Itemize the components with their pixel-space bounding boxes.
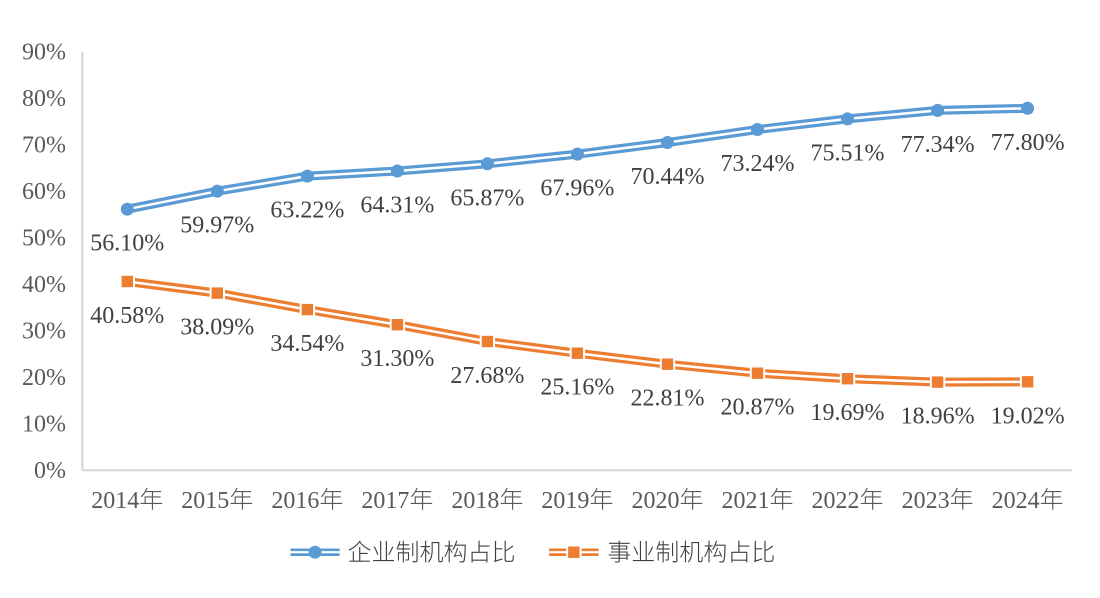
svg-text:2015: 2015: [181, 488, 229, 514]
svg-text:56.10%: 56.10%: [90, 231, 164, 257]
svg-text:73.24%: 73.24%: [721, 151, 795, 177]
svg-text:30%: 30%: [22, 319, 66, 345]
svg-text:2017: 2017: [361, 488, 409, 514]
svg-text:65.87%: 65.87%: [450, 185, 524, 211]
svg-text:38.09%: 38.09%: [180, 315, 254, 341]
svg-text:34.54%: 34.54%: [270, 331, 344, 357]
svg-text:63.22%: 63.22%: [270, 198, 344, 224]
svg-text:90%: 90%: [22, 39, 66, 65]
svg-text:25.16%: 25.16%: [540, 375, 614, 401]
svg-text:2023: 2023: [902, 488, 950, 514]
svg-text:2016: 2016: [271, 488, 319, 514]
svg-text:67.96%: 67.96%: [540, 176, 614, 202]
svg-text:2022: 2022: [812, 488, 860, 514]
svg-text:75.51%: 75.51%: [811, 140, 885, 166]
svg-text:64.31%: 64.31%: [360, 193, 434, 219]
svg-text:40.58%: 40.58%: [90, 303, 164, 329]
svg-text:2021: 2021: [722, 488, 770, 514]
svg-text:77.80%: 77.80%: [991, 130, 1065, 156]
svg-text:60%: 60%: [22, 179, 66, 205]
svg-text:2018: 2018: [451, 488, 499, 514]
svg-text:50%: 50%: [22, 225, 66, 251]
svg-text:18.96%: 18.96%: [901, 404, 975, 430]
svg-text:20.87%: 20.87%: [721, 395, 795, 421]
svg-text:2019: 2019: [541, 488, 589, 514]
svg-text:2014: 2014: [91, 488, 139, 514]
svg-text:0%: 0%: [34, 458, 66, 484]
svg-text:31.30%: 31.30%: [360, 346, 434, 372]
svg-text:40%: 40%: [22, 272, 66, 298]
svg-text:22.81%: 22.81%: [631, 386, 705, 412]
svg-text:19.69%: 19.69%: [811, 400, 885, 426]
svg-text:20%: 20%: [22, 365, 66, 391]
svg-text:2024: 2024: [992, 488, 1040, 514]
svg-text:2020: 2020: [632, 488, 680, 514]
svg-text:59.97%: 59.97%: [180, 213, 254, 239]
svg-text:80%: 80%: [22, 86, 66, 112]
svg-text:70%: 70%: [22, 132, 66, 158]
svg-text:27.68%: 27.68%: [450, 363, 524, 389]
svg-text:19.02%: 19.02%: [991, 403, 1065, 429]
svg-text:70.44%: 70.44%: [631, 164, 705, 190]
svg-text:10%: 10%: [22, 412, 66, 438]
svg-text:77.34%: 77.34%: [901, 132, 975, 158]
